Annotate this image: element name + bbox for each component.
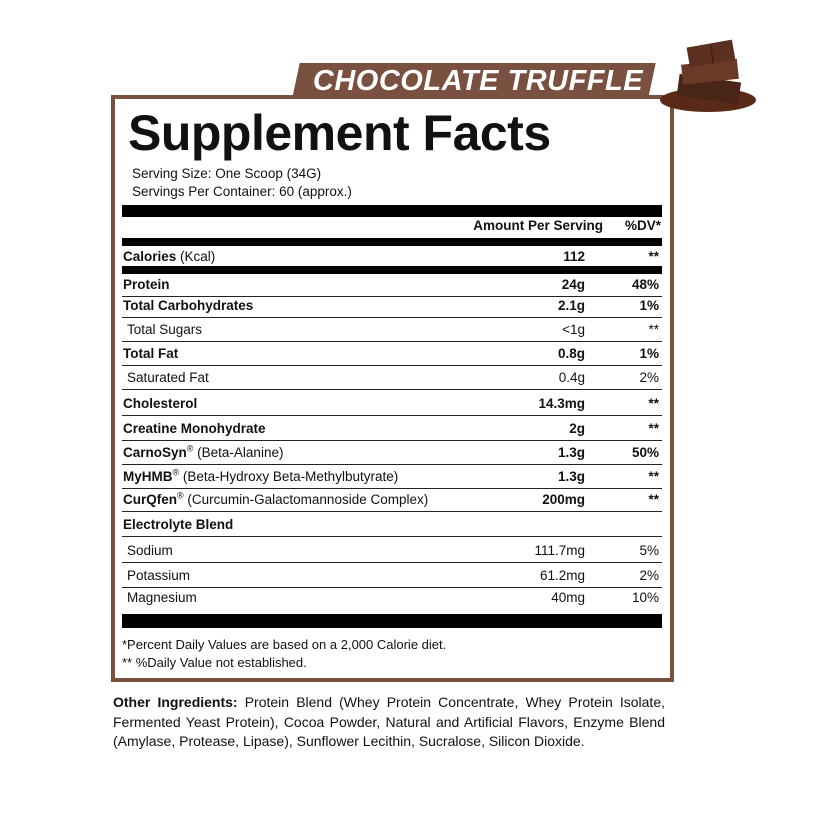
dv-value: ** — [648, 469, 659, 484]
divider-thick — [122, 238, 662, 246]
dv-value: 2% — [639, 370, 659, 385]
nutrient-name: Potassium — [127, 565, 190, 587]
table-row: Saturated Fat 0.4g 2% — [122, 367, 662, 390]
amount-value: 14.3mg — [538, 396, 585, 411]
nutrient-label: Saturated Fat — [127, 370, 209, 385]
nutrient-name: Protein — [123, 274, 170, 296]
chocolate-image — [660, 39, 756, 112]
nutrient-label: Total Carbohydrates — [123, 298, 254, 313]
nutrient-name: Magnesium — [127, 587, 197, 609]
nutrient-label: Calories — [123, 249, 177, 264]
nutrient-name: Total Carbohydrates — [123, 295, 253, 317]
amount-value: <1g — [562, 322, 585, 337]
other-ingredients: Other Ingredients: Protein Blend (Whey P… — [113, 693, 665, 752]
divider-thick — [122, 266, 662, 274]
amount-value: 61.2mg — [539, 568, 585, 583]
dv-value: 5% — [639, 543, 659, 558]
nutrient-label: Cholesterol — [123, 396, 198, 411]
amount-value: 0.4g — [558, 370, 585, 385]
dv-value: ** — [648, 492, 659, 507]
nutrient-name: Calories (Kcal) — [123, 246, 215, 268]
amount-header: Amount Per Serving — [473, 218, 603, 233]
amount-value: 200mg — [542, 492, 585, 507]
nutrient-label: CurQfen — [123, 492, 177, 507]
dv-header: %DV* — [624, 218, 661, 233]
dv-value: ** — [648, 396, 659, 411]
registered-mark: ® — [172, 467, 180, 478]
amount-value: 1.3g — [557, 469, 585, 484]
table-row: Total Sugars <1g ** — [122, 319, 662, 342]
dv-value: ** — [648, 322, 659, 337]
table-row: MyHMB® (Beta-Hydroxy Beta-Methylbutyrate… — [122, 466, 662, 489]
other-ingredients-text: Protein Blend (Whey Protein Concentrate,… — [113, 694, 665, 749]
amount-value: 24g — [561, 277, 585, 292]
dv-value: 1% — [639, 298, 659, 313]
nutrient-name: Cholesterol — [123, 393, 197, 415]
nutrient-label: Electrolyte Blend — [123, 517, 234, 532]
nutrient-detail: (Beta-Hydroxy Beta-Methylbutyrate) — [179, 469, 399, 484]
page-title: Supplement Facts — [128, 105, 551, 161]
nutrient-label: Protein — [123, 277, 170, 292]
nutrient-label: Sodium — [127, 543, 173, 558]
nutrient-detail: (Kcal) — [176, 249, 216, 264]
nutrient-label: MyHMB — [123, 469, 173, 484]
amount-value: 111.7mg — [534, 543, 585, 558]
nutrient-detail: (Curcumin-Galactomannoside Complex) — [183, 492, 429, 507]
amount-value: 2g — [569, 421, 585, 436]
table-row: Sodium 111.7mg 5% — [122, 540, 662, 563]
table-row: CurQfen® (Curcumin-Galactomannoside Comp… — [122, 489, 662, 512]
table-row: CarnoSyn® (Beta-Alanine) 1.3g 50% — [122, 442, 662, 465]
flavor-name: CHOCOLATE TRUFFLE — [312, 65, 644, 97]
dv-value: ** — [648, 421, 659, 436]
table-row: Calories (Kcal) 112 ** — [122, 246, 662, 268]
amount-value: 40mg — [551, 590, 585, 605]
servings-per-container: Servings Per Container: 60 (approx.) — [132, 184, 352, 199]
table-row: Electrolyte Blend — [122, 514, 662, 537]
column-header: Amount Per Serving %DV* — [122, 218, 662, 238]
nutrient-name: Total Fat — [123, 343, 178, 365]
nutrient-name: Electrolyte Blend — [123, 514, 233, 536]
nutrient-label: Total Fat — [123, 346, 179, 361]
registered-mark: ® — [177, 490, 184, 501]
amount-value: 0.8g — [557, 346, 585, 361]
nutrient-detail: (Beta-Alanine) — [193, 445, 284, 460]
footnote: ** %Daily Value not established. — [122, 655, 307, 670]
amount-value: 1.3g — [557, 445, 585, 460]
registered-mark: ® — [186, 443, 194, 454]
nutrient-name: CurQfen® (Curcumin-Galactomannoside Comp… — [123, 489, 428, 511]
nutrient-name: Total Sugars — [127, 319, 202, 341]
nutrient-label: Total Sugars — [127, 322, 203, 337]
nutrient-label: Creatine Monohydrate — [123, 421, 266, 436]
amount-value: 112 — [563, 249, 585, 264]
nutrient-label: CarnoSyn — [123, 445, 187, 460]
nutrient-label: Potassium — [127, 568, 191, 583]
nutrient-name: MyHMB® (Beta-Hydroxy Beta-Methylbutyrate… — [123, 466, 398, 488]
table-row: Potassium 61.2mg 2% — [122, 565, 662, 588]
nutrient-name: Sodium — [127, 540, 173, 562]
table-row: Creatine Monohydrate 2g ** — [122, 418, 662, 441]
serving-size: Serving Size: One Scoop (34G) — [132, 166, 322, 181]
divider-thick — [122, 205, 662, 217]
dv-value: 10% — [631, 590, 659, 605]
table-row: Total Fat 0.8g 1% — [122, 343, 662, 366]
nutrient-label: Magnesium — [127, 590, 197, 605]
dv-value: 2% — [639, 568, 659, 583]
dv-value: ** — [648, 249, 659, 264]
footnote: *Percent Daily Values are based on a 2,0… — [122, 637, 447, 652]
nutrient-name: Saturated Fat — [127, 367, 209, 389]
table-row: Protein 24g 48% — [122, 274, 662, 297]
nutrient-name: CarnoSyn® (Beta-Alanine) — [123, 442, 283, 464]
amount-value: 2.1g — [557, 298, 585, 313]
nutrient-name: Creatine Monohydrate — [123, 418, 266, 440]
table-row: Magnesium 40mg 10% — [122, 587, 662, 609]
table-row: Cholesterol 14.3mg ** — [122, 393, 662, 416]
dv-value: 48% — [631, 277, 659, 292]
divider-thick — [122, 614, 662, 628]
table-row: Total Carbohydrates 2.1g 1% — [122, 295, 662, 318]
dv-value: 50% — [631, 445, 659, 460]
other-ingredients-label: Other Ingredients: — [113, 694, 238, 710]
dv-value: 1% — [639, 346, 659, 361]
